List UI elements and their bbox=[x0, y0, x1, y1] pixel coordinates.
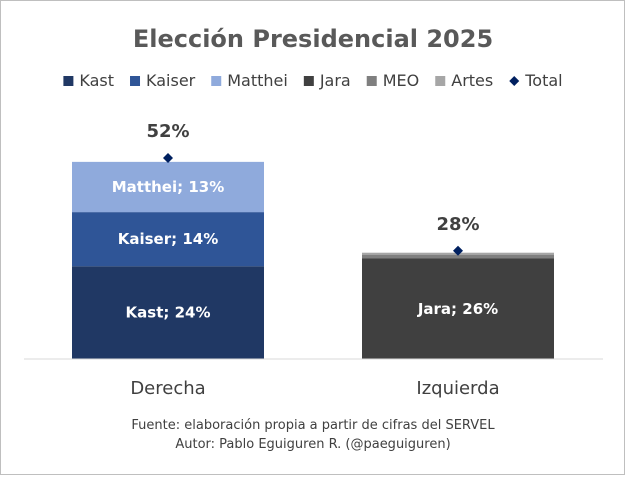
legend-label-artes: Artes bbox=[451, 71, 493, 90]
total-marker-izquierda bbox=[453, 245, 463, 256]
legend-swatch-kaiser bbox=[130, 76, 141, 86]
total-marker-derecha bbox=[163, 153, 173, 163]
legend-label-meo: MEO bbox=[383, 71, 420, 90]
bar-meo-izquierda bbox=[362, 254, 554, 259]
legend-label-jara: Jara bbox=[319, 71, 351, 90]
legend-swatch-matthei bbox=[211, 76, 222, 86]
legend-swatch-total bbox=[509, 76, 520, 86]
data-label-kast: Kast; 24% bbox=[126, 304, 211, 322]
bar-kast-derecha bbox=[72, 266, 264, 359]
data-label-matthei: Matthei; 13% bbox=[112, 178, 225, 196]
bar-matthei-derecha bbox=[72, 161, 264, 213]
legend-label-kast: Kast bbox=[79, 71, 114, 90]
category-label-derecha: Derecha bbox=[130, 378, 205, 399]
footer-author: Autor: Pablo Eguiguren R. (@paeguiguren) bbox=[175, 437, 450, 452]
total-label-derecha: 52% bbox=[146, 121, 189, 142]
chart-title: Elección Presidencial 2025 bbox=[133, 25, 493, 53]
legend: Kast Kaiser Matthei Jara MEO Artes Total bbox=[63, 71, 563, 90]
legend-swatch-kast bbox=[63, 76, 74, 86]
category-label-izquierda: Izquierda bbox=[416, 378, 499, 399]
plot-area: Kast; 24% Kaiser; 14% Matthei; 13% Derecha 5… bbox=[24, 121, 603, 399]
data-label-kaiser: Kaiser; 14% bbox=[118, 230, 219, 248]
total-label-izquierda: 28% bbox=[436, 214, 479, 235]
legend-swatch-jara bbox=[303, 76, 314, 86]
bar-kaiser-derecha bbox=[72, 212, 264, 267]
legend-label-matthei: Matthei bbox=[227, 71, 288, 90]
footer-source: Fuente: elaboración propia a partir de c… bbox=[131, 418, 495, 433]
legend-label-total: Total bbox=[524, 71, 562, 90]
legend-label-kaiser: Kaiser bbox=[146, 71, 196, 90]
data-label-jara: Jara; 26% bbox=[417, 300, 498, 318]
legend-swatch-meo bbox=[366, 76, 377, 86]
bar-jara-izquierda bbox=[362, 258, 554, 359]
legend-swatch-artes bbox=[435, 76, 446, 86]
